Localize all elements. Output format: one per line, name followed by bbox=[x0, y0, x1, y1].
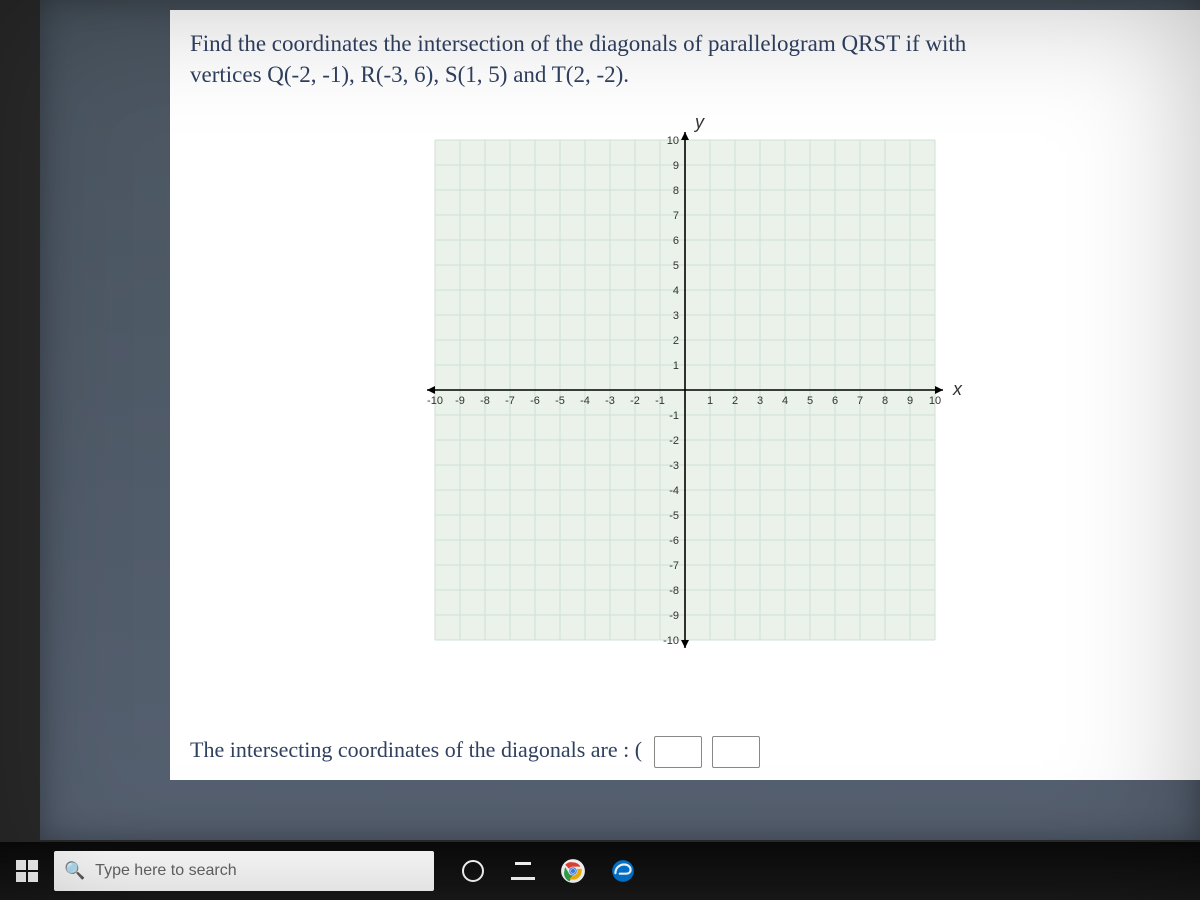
svg-text:7: 7 bbox=[673, 210, 679, 222]
windows-logo-icon bbox=[16, 860, 38, 882]
svg-text:x: x bbox=[952, 379, 963, 399]
chrome-icon[interactable] bbox=[558, 856, 588, 886]
svg-text:5: 5 bbox=[673, 260, 679, 272]
svg-text:6: 6 bbox=[673, 235, 679, 247]
svg-text:6: 6 bbox=[832, 395, 838, 407]
answer-x-input[interactable] bbox=[654, 736, 702, 768]
svg-text:4: 4 bbox=[782, 395, 788, 407]
svg-text:4: 4 bbox=[673, 285, 679, 297]
search-icon: 🔍 bbox=[64, 861, 85, 881]
cortana-icon[interactable] bbox=[458, 856, 488, 886]
svg-text:-7: -7 bbox=[669, 560, 679, 572]
svg-text:1: 1 bbox=[707, 395, 713, 407]
grid-svg: -10 -9 -8 -7 -6 -5 -4 -3 -2 -1 1 2 3 4 5 6 7 8 9 10 -10 -9 -8 -… bbox=[405, 110, 965, 670]
answer-line: The intersecting coordinates of the diag… bbox=[190, 736, 1180, 768]
svg-text:-9: -9 bbox=[669, 610, 679, 622]
question-line-1: Find the coordinates the intersection of… bbox=[190, 31, 966, 56]
svg-text:-1: -1 bbox=[655, 395, 665, 407]
search-placeholder: Type here to search bbox=[95, 862, 424, 880]
svg-text:3: 3 bbox=[757, 395, 763, 407]
taskbar-search[interactable]: 🔍 Type here to search bbox=[54, 851, 434, 891]
edge-icon[interactable] bbox=[608, 856, 638, 886]
svg-text:8: 8 bbox=[882, 395, 888, 407]
svg-text:1: 1 bbox=[673, 360, 679, 372]
svg-text:3: 3 bbox=[673, 310, 679, 322]
svg-text:-10: -10 bbox=[427, 395, 443, 407]
svg-text:5: 5 bbox=[807, 395, 813, 407]
svg-text:8: 8 bbox=[673, 185, 679, 197]
svg-text:-1: -1 bbox=[669, 410, 679, 422]
windows-taskbar: 🔍 Type here to search bbox=[0, 842, 1200, 900]
content-sheet: Find the coordinates the intersection of… bbox=[170, 10, 1200, 780]
svg-text:y: y bbox=[693, 112, 705, 132]
svg-text:9: 9 bbox=[673, 160, 679, 172]
svg-text:-6: -6 bbox=[530, 395, 540, 407]
svg-text:-10: -10 bbox=[663, 635, 679, 647]
question-text: Find the coordinates the intersection of… bbox=[190, 28, 1180, 90]
start-button[interactable] bbox=[0, 842, 54, 900]
svg-text:-4: -4 bbox=[580, 395, 590, 407]
svg-text:-5: -5 bbox=[669, 510, 679, 522]
svg-text:-8: -8 bbox=[480, 395, 490, 407]
svg-text:10: 10 bbox=[667, 135, 679, 147]
answer-prompt: The intersecting coordinates of the diag… bbox=[190, 737, 642, 762]
svg-text:-2: -2 bbox=[669, 435, 679, 447]
svg-text:9: 9 bbox=[907, 395, 913, 407]
svg-text:2: 2 bbox=[673, 335, 679, 347]
svg-text:7: 7 bbox=[857, 395, 863, 407]
svg-text:-5: -5 bbox=[555, 395, 565, 407]
monitor-bezel: Find the coordinates the intersection of… bbox=[40, 0, 1200, 840]
svg-text:-7: -7 bbox=[505, 395, 515, 407]
svg-text:2: 2 bbox=[732, 395, 738, 407]
svg-text:-2: -2 bbox=[630, 395, 640, 407]
task-view-icon[interactable] bbox=[508, 856, 538, 886]
taskbar-icons bbox=[434, 842, 638, 900]
svg-text:-9: -9 bbox=[455, 395, 465, 407]
svg-text:-6: -6 bbox=[669, 535, 679, 547]
question-line-2: vertices Q(-2, -1), R(-3, 6), S(1, 5) an… bbox=[190, 62, 629, 87]
svg-text:-4: -4 bbox=[669, 485, 679, 497]
svg-text:-3: -3 bbox=[669, 460, 679, 472]
svg-text:-3: -3 bbox=[605, 395, 615, 407]
svg-text:-8: -8 bbox=[669, 585, 679, 597]
answer-y-input[interactable] bbox=[712, 736, 760, 768]
coordinate-graph: -10 -9 -8 -7 -6 -5 -4 -3 -2 -1 1 2 3 4 5 6 7 8 9 10 -10 -9 -8 -… bbox=[190, 110, 1180, 670]
svg-text:10: 10 bbox=[929, 395, 941, 407]
